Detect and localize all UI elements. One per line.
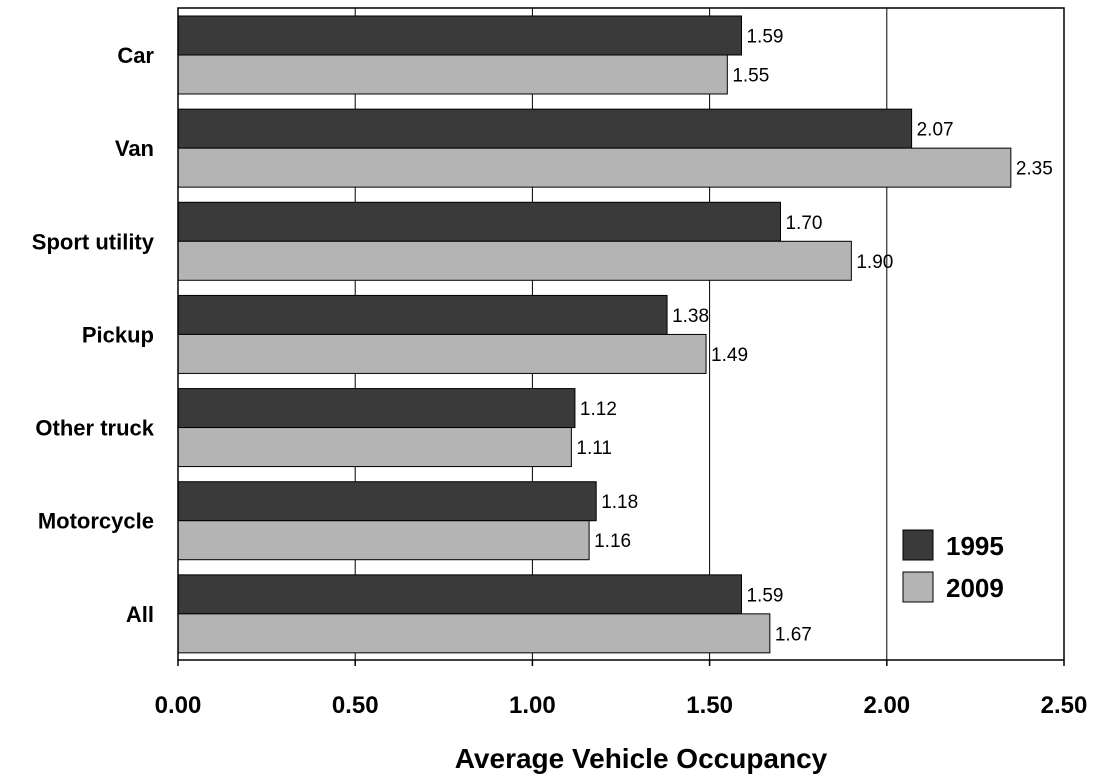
legend-swatch [902, 529, 934, 561]
bar [177, 388, 576, 429]
bars [177, 15, 1012, 654]
plot-frame [177, 7, 1065, 661]
data-label: 2.07 [917, 120, 954, 141]
x-axis-title: Average Vehicle Occupancy [455, 743, 828, 774]
category-label: Sport utility [32, 229, 155, 254]
bar [177, 147, 1012, 188]
bar [177, 613, 771, 654]
category-label: Motorcycle [38, 509, 154, 534]
bar [177, 520, 590, 561]
data-label: 1.12 [580, 399, 617, 420]
data-label: 1.18 [601, 492, 638, 513]
bar [177, 240, 852, 281]
legend-label: 2009 [946, 573, 1004, 603]
category-label: Pickup [82, 322, 154, 347]
data-label: 1.59 [746, 27, 783, 48]
x-tick-label: 2.00 [863, 692, 910, 719]
bar [177, 427, 572, 468]
data-label: 2.35 [1016, 159, 1053, 180]
data-label: 1.16 [594, 531, 631, 552]
bar [177, 574, 742, 615]
legend-label: 1995 [946, 531, 1004, 561]
legend-swatch [902, 571, 934, 603]
x-ticks: 0.00 0.50 1.00 1.50 2.00 2.50 [155, 660, 1088, 719]
x-tick-label: 1.50 [686, 692, 733, 719]
data-label: 1.38 [672, 306, 709, 327]
bar [177, 294, 668, 335]
x-tick-label: 2.50 [1041, 692, 1088, 719]
bar [177, 481, 597, 522]
category-label: Car [117, 43, 154, 68]
data-label: 1.11 [576, 438, 612, 459]
bar [177, 108, 913, 149]
data-label: 1.49 [711, 345, 748, 366]
data-label: 1.67 [775, 624, 812, 645]
data-label: 1.70 [785, 213, 822, 234]
data-label: 1.90 [856, 252, 893, 273]
category-label: Van [115, 136, 154, 161]
x-tick-label: 1.00 [509, 692, 556, 719]
bar [177, 201, 781, 242]
x-tick-label: 0.00 [155, 692, 202, 719]
x-tick-label: 0.50 [332, 692, 379, 719]
category-label: All [126, 602, 154, 627]
category-label: Other truck [35, 416, 154, 441]
data-label: 1.59 [746, 585, 783, 606]
data-label: 1.55 [732, 66, 769, 87]
category-labels: Car Van Sport utility Pickup Other truck Moto… [32, 43, 155, 627]
bar [177, 15, 742, 56]
bar [177, 333, 707, 374]
bar [177, 54, 728, 95]
legend: 1995 2009 [902, 529, 1004, 603]
data-labels: 1.59 1.55 2.07 2.35 1.70 1.90 1.381.49 1.12 1.11… [576, 27, 1052, 646]
